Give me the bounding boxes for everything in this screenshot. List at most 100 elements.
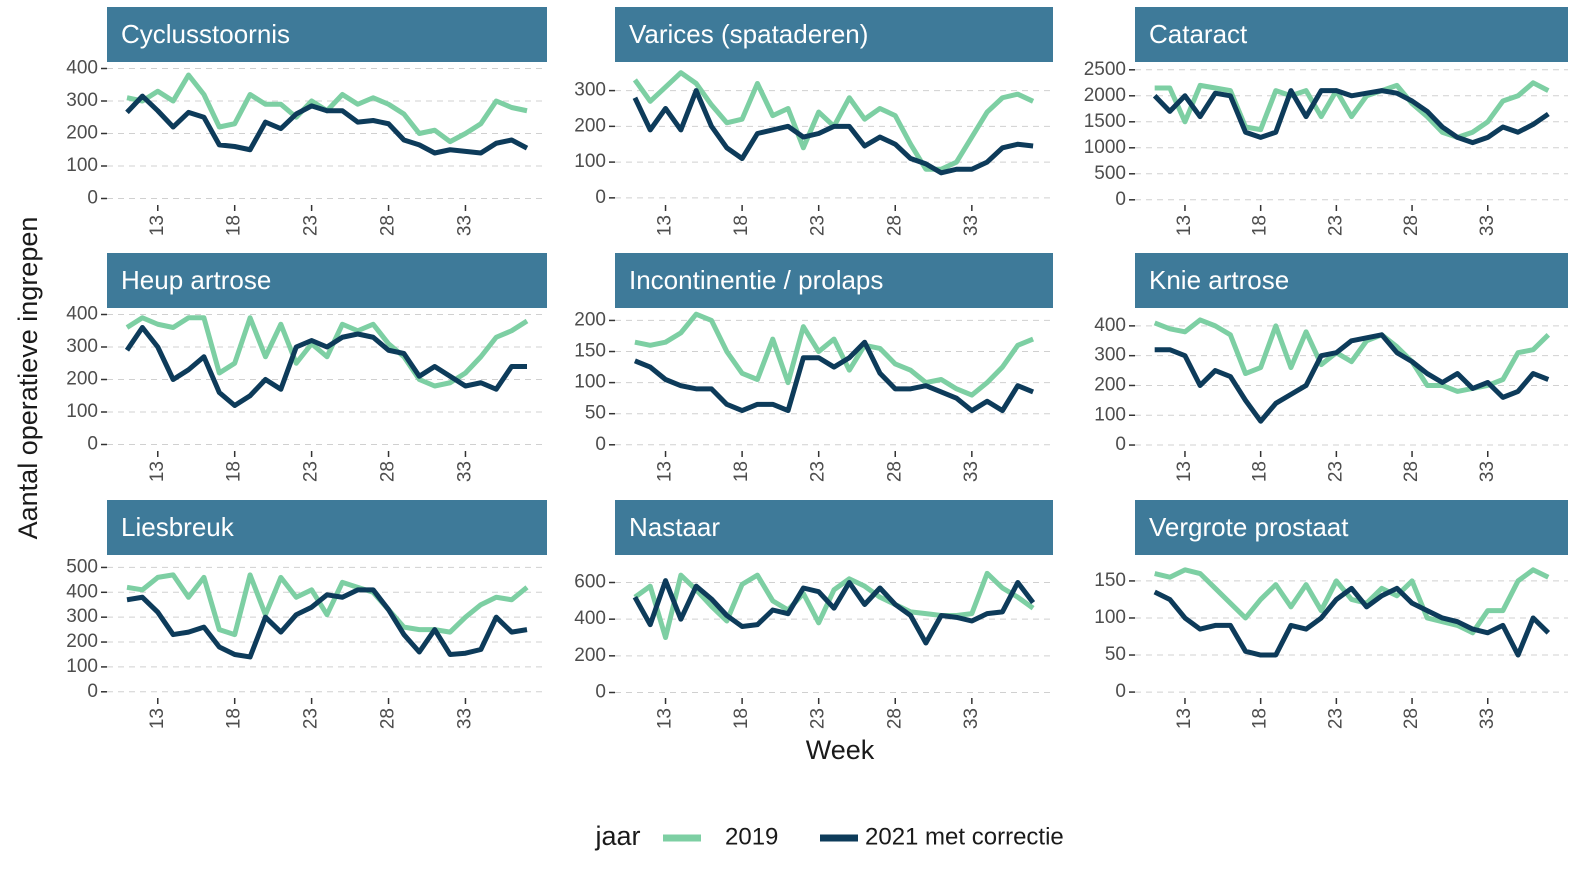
y-tick-label: 300	[66, 606, 98, 627]
y-tick-label: 200	[574, 645, 606, 666]
x-tick-label: 33	[961, 708, 982, 729]
x-tick-label: 18	[731, 215, 752, 236]
y-tick-label: 400	[66, 58, 98, 79]
x-tick-label: 33	[1477, 708, 1498, 729]
x-tick-label: 13	[147, 215, 168, 236]
series-line	[1154, 80, 1550, 140]
series-line	[1152, 88, 1550, 146]
x-tick-label: 33	[454, 461, 475, 482]
legend-label: 2021 met correctie	[865, 823, 1064, 850]
series-line	[634, 311, 1035, 398]
x-tick-label: 18	[731, 461, 752, 482]
x-tick-label: 13	[1174, 215, 1195, 236]
y-tick-label: 200	[574, 309, 606, 330]
y-tick-label: 0	[595, 434, 606, 455]
x-tick-label: 28	[1401, 215, 1422, 236]
panel-header	[1135, 7, 1568, 62]
x-tick-label: 23	[808, 215, 829, 236]
series-line	[125, 315, 529, 389]
x-tick-label: 28	[1401, 708, 1422, 729]
y-tick-label: 200	[66, 369, 98, 390]
panel-title: Incontinentie / prolaps	[629, 265, 883, 295]
y-tick-label: 2500	[1084, 59, 1126, 80]
y-tick-label: 100	[66, 401, 98, 422]
x-tick-label: 18	[224, 215, 245, 236]
y-tick-label: 400	[574, 608, 606, 629]
panel-header	[107, 500, 547, 555]
y-tick-label: 300	[1094, 345, 1126, 366]
panel-title: Cataract	[1149, 19, 1248, 49]
x-tick-label: 23	[301, 215, 322, 236]
y-tick-label: 200	[66, 123, 98, 144]
series-line	[1154, 567, 1550, 636]
series-line	[632, 70, 1035, 172]
panel-title: Varices (spataderen)	[629, 19, 868, 49]
panel-header	[107, 7, 547, 62]
y-tick-label: 600	[574, 572, 606, 593]
series-line	[125, 93, 529, 156]
y-tick-label: 0	[1115, 189, 1126, 210]
y-tick-label: 1500	[1084, 111, 1126, 132]
series-line	[632, 578, 1036, 646]
x-tick-label: 23	[1325, 461, 1346, 482]
y-tick-label: 200	[66, 631, 98, 652]
x-tick-label: 28	[884, 215, 905, 236]
series-line	[633, 570, 1035, 640]
series-line	[632, 88, 1034, 176]
y-tick-label: 2000	[1084, 85, 1126, 106]
x-tick-label: 23	[1325, 708, 1346, 729]
panel-title: Liesbreuk	[121, 512, 235, 542]
y-tick-label: 100	[574, 372, 606, 393]
panel-title: Vergrote prostaat	[1149, 512, 1349, 542]
y-tick-label: 50	[585, 403, 606, 424]
series-line	[126, 572, 529, 638]
y-tick-label: 400	[1094, 315, 1126, 336]
x-tick-label: 33	[454, 215, 475, 236]
panel-header	[1135, 253, 1568, 308]
series-line	[1153, 585, 1551, 658]
y-tick-label: 400	[66, 581, 98, 602]
series-line	[126, 587, 528, 660]
y-tick-label: 300	[66, 90, 98, 111]
x-tick-label: 18	[731, 708, 752, 729]
y-tick-label: 0	[595, 187, 606, 208]
series-line	[124, 325, 527, 408]
y-axis-label: Aantal operatieve ingrepen	[13, 217, 43, 540]
panel-header	[1135, 500, 1568, 555]
panel-title: Heup artrose	[121, 265, 271, 295]
panel-title: Knie artrose	[1149, 265, 1289, 295]
x-tick-label: 33	[961, 461, 982, 482]
series-line	[633, 339, 1035, 414]
y-tick-label: 100	[574, 151, 606, 172]
y-tick-label: 100	[1094, 404, 1126, 425]
x-tick-label: 18	[224, 708, 245, 729]
y-tick-label: 0	[595, 682, 606, 703]
y-tick-label: 100	[1094, 607, 1126, 628]
x-tick-label: 18	[224, 461, 245, 482]
x-tick-label: 18	[1250, 708, 1271, 729]
x-tick-label: 13	[1174, 461, 1195, 482]
y-tick-label: 400	[66, 304, 98, 325]
x-tick-label: 13	[655, 461, 676, 482]
x-tick-label: 13	[147, 708, 168, 729]
panel-title: Cyclusstoornis	[121, 19, 290, 49]
x-tick-label: 28	[378, 215, 399, 236]
x-tick-label: 13	[1174, 708, 1195, 729]
y-tick-label: 150	[1094, 570, 1126, 591]
y-tick-label: 300	[66, 336, 98, 357]
x-tick-label: 28	[884, 708, 905, 729]
x-tick-label: 13	[147, 461, 168, 482]
y-tick-label: 500	[66, 556, 98, 577]
panel-title: Nastaar	[629, 512, 720, 542]
x-tick-label: 18	[1250, 215, 1271, 236]
x-tick-label: 23	[301, 708, 322, 729]
series-line	[1154, 332, 1550, 424]
x-tick-label: 33	[961, 215, 982, 236]
panel-header	[615, 253, 1053, 308]
x-tick-label: 28	[378, 708, 399, 729]
y-tick-label: 0	[1115, 681, 1126, 702]
y-tick-label: 50	[1105, 644, 1126, 665]
panel-header	[615, 500, 1053, 555]
y-tick-label: 100	[66, 656, 98, 677]
